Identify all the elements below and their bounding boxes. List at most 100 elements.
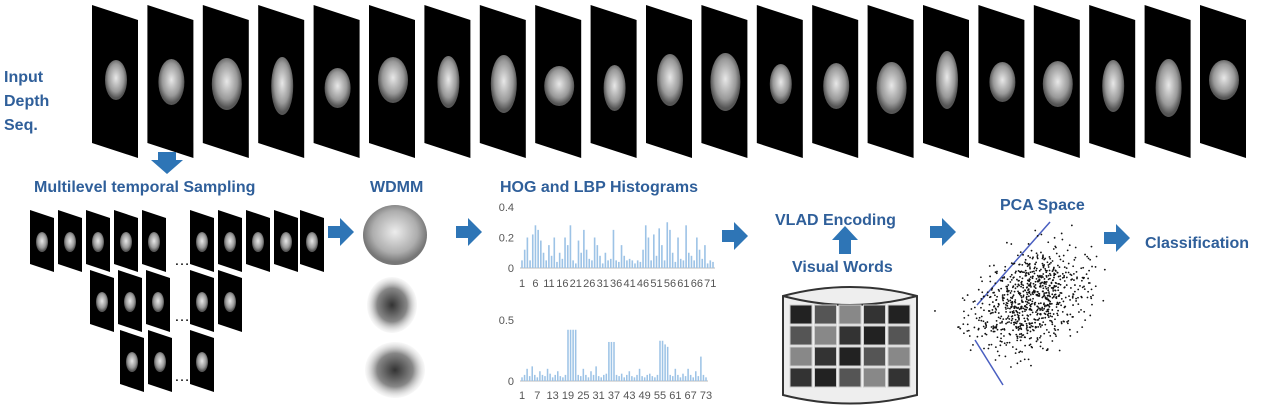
frame-blob xyxy=(989,62,1016,102)
scatter-dot xyxy=(999,340,1002,343)
scatter-dot xyxy=(1016,285,1019,288)
tile xyxy=(887,346,911,367)
scatter-dot xyxy=(1042,254,1044,257)
scatter-dot xyxy=(1040,276,1043,279)
scatter-dot xyxy=(1004,306,1007,309)
scatter-dot xyxy=(1073,290,1076,293)
scatter-dot xyxy=(1053,325,1056,328)
scatter-dot xyxy=(1041,290,1044,293)
scatter-dot xyxy=(1025,306,1027,308)
scatter-dot xyxy=(1018,351,1021,354)
scatter-dot xyxy=(1018,312,1021,314)
scatter-dot xyxy=(1026,262,1029,265)
scatter-dot xyxy=(1041,284,1044,287)
small-blob xyxy=(224,292,236,312)
scatter-dot xyxy=(1053,236,1056,239)
bar xyxy=(609,258,612,268)
ellipsis: … xyxy=(174,252,190,269)
scatter-dot xyxy=(1005,303,1007,306)
scatter-dot xyxy=(1029,313,1032,316)
scatter-dot xyxy=(1059,275,1062,277)
scatter-dot xyxy=(1057,264,1059,267)
bar xyxy=(687,252,690,268)
bar xyxy=(585,374,587,381)
bar xyxy=(591,260,593,268)
scatter-dot xyxy=(1047,264,1050,266)
bar xyxy=(582,368,585,381)
scatter-dot xyxy=(980,298,983,300)
scatter-dot xyxy=(1043,307,1046,310)
scatter-dot xyxy=(1073,279,1075,281)
bar xyxy=(653,234,655,268)
scatter-dot xyxy=(1017,329,1020,331)
x-tick-label: 56 xyxy=(664,278,676,290)
scatter-dot xyxy=(962,323,965,326)
scatter-dot xyxy=(1034,280,1037,283)
scatter-dot xyxy=(1029,304,1031,307)
bar xyxy=(615,260,617,268)
scatter-dot xyxy=(1006,278,1009,281)
scatter-dot xyxy=(1074,284,1076,286)
scatter-dot xyxy=(1005,344,1008,346)
scatter-dot xyxy=(1025,271,1028,274)
frame-blob xyxy=(271,57,294,115)
ellipsis: … xyxy=(174,308,190,325)
scatter-dot xyxy=(1030,324,1033,327)
scatter-dot xyxy=(1011,302,1014,304)
y-tick-label: 0 xyxy=(508,376,514,388)
scatter-dot xyxy=(1017,306,1020,309)
scatter-dot xyxy=(1020,270,1023,273)
x-tick-label: 31 xyxy=(597,278,609,290)
scatter-dot xyxy=(997,288,1000,291)
scatter-dot xyxy=(1038,317,1041,320)
bar xyxy=(569,225,572,268)
scatter-dot xyxy=(1053,272,1056,275)
scatter-dot xyxy=(1065,276,1068,279)
scatter-dot xyxy=(1052,313,1055,315)
scatter-dot xyxy=(986,291,989,294)
scatter-dot xyxy=(995,326,998,329)
scatter-dot xyxy=(1045,349,1048,352)
scatter-dot xyxy=(1006,317,1009,319)
scatter-dot xyxy=(1049,284,1051,287)
scatter-dot xyxy=(1086,296,1089,299)
scatter-dot xyxy=(1090,297,1093,300)
scatter-dot xyxy=(981,291,984,294)
bar xyxy=(677,374,679,381)
scatter-dot xyxy=(1015,327,1018,330)
frame-blob xyxy=(378,57,408,103)
bar xyxy=(534,374,536,381)
bar xyxy=(600,377,602,381)
scatter-dot xyxy=(1003,328,1006,330)
scatter-dot xyxy=(1039,345,1042,348)
scatter-dot xyxy=(996,328,999,331)
scatter-dot xyxy=(1009,281,1012,283)
scatter-dot xyxy=(1072,272,1075,275)
scatter-dot xyxy=(1058,295,1060,298)
scatter-dot xyxy=(1053,276,1055,279)
scatter-dot xyxy=(1034,287,1037,290)
scatter-dot xyxy=(1087,277,1090,280)
scatter-dot xyxy=(1089,314,1092,317)
scatter-dot xyxy=(1010,278,1013,281)
scatter-dot xyxy=(1003,276,1005,279)
scatter-dot xyxy=(1062,260,1065,263)
bar xyxy=(536,377,539,381)
scatter-dot xyxy=(992,330,995,333)
small-blob xyxy=(120,232,132,252)
scatter-dot xyxy=(1040,233,1043,236)
scatter-dot xyxy=(1094,266,1097,268)
small-blob xyxy=(196,292,208,312)
scatter-dot xyxy=(1051,340,1054,342)
scatter-dot xyxy=(1031,270,1034,273)
bar xyxy=(641,376,643,381)
scatter-dot xyxy=(1029,330,1032,333)
scatter-dot xyxy=(1036,313,1039,316)
small-blob xyxy=(92,232,104,252)
scatter-dot xyxy=(1083,276,1085,279)
bar xyxy=(605,373,608,381)
scatter-dot xyxy=(1052,248,1055,250)
scatter-dot xyxy=(1024,310,1026,313)
scatter-dot xyxy=(1082,266,1085,269)
bar xyxy=(658,228,661,268)
